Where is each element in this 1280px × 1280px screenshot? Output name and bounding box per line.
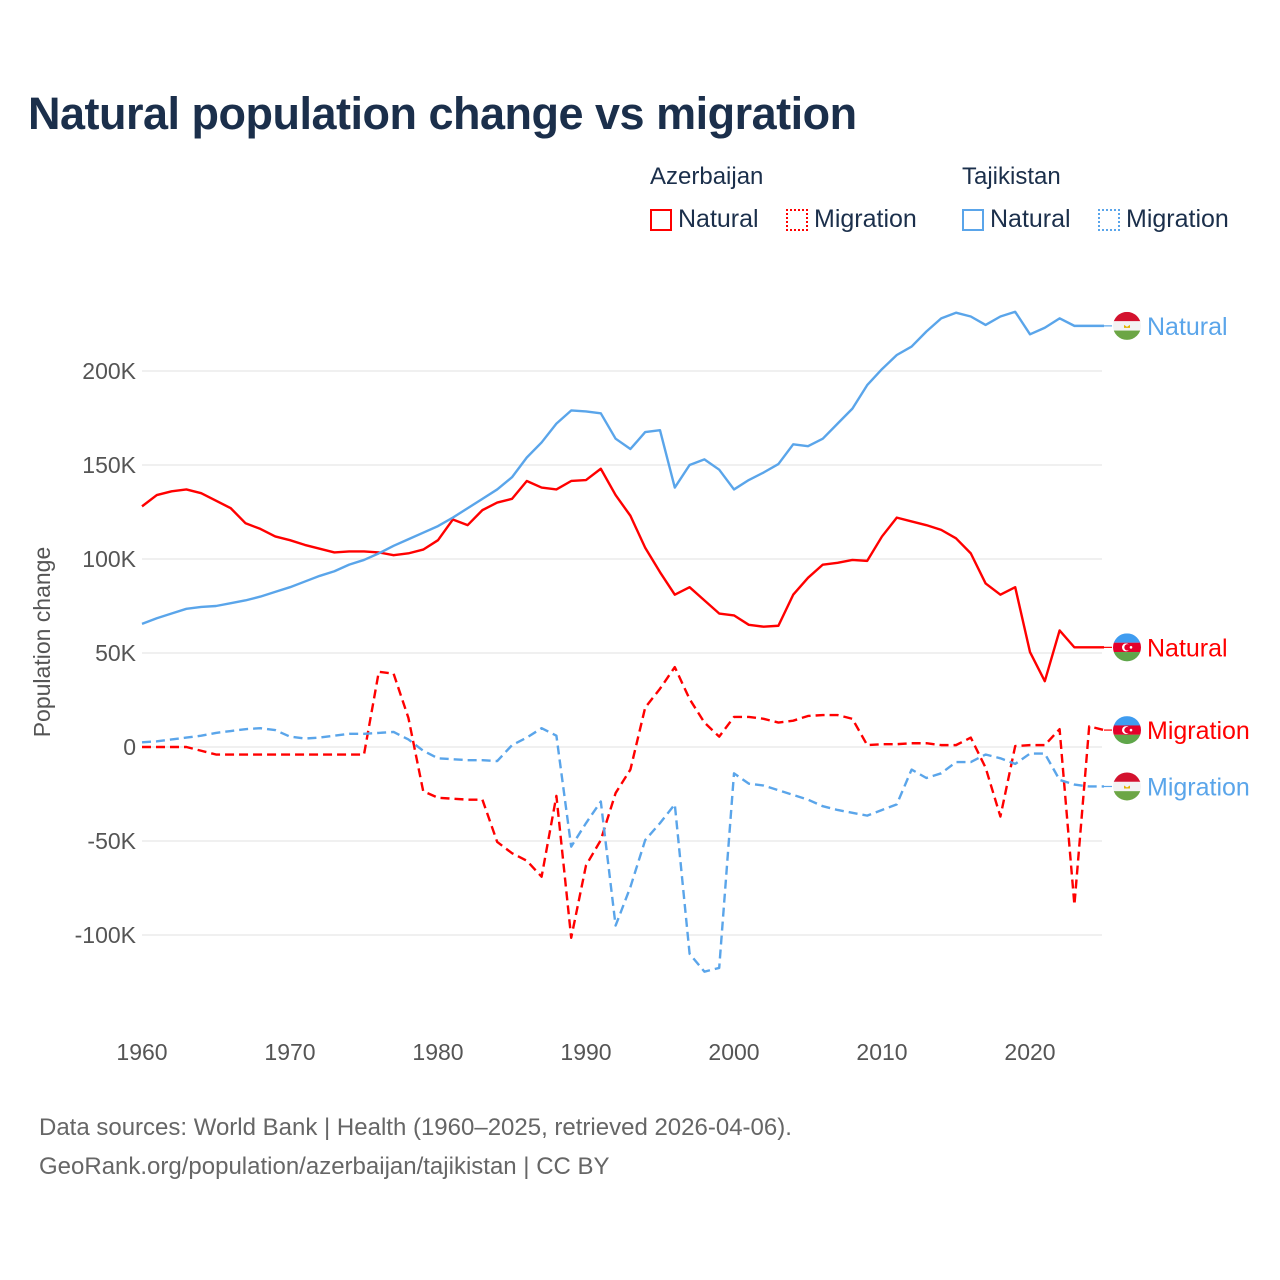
crescent-icon [1124, 644, 1131, 651]
end-label-azerbaijan-migration: Migration [1147, 717, 1250, 745]
flag-stripe [1113, 791, 1141, 801]
legend-label: Natural [678, 205, 759, 233]
end-label-tajikistan-migration: Migration [1147, 773, 1250, 801]
crescent-icon [1124, 726, 1131, 734]
x-tick-label: 2010 [856, 1039, 907, 1065]
y-tick-label: 200K [82, 358, 136, 384]
y-tick-label: 50K [95, 640, 137, 666]
end-label-azerbaijan-natural: Natural [1147, 634, 1228, 662]
end-label-tajikistan-natural: Natural [1147, 313, 1228, 341]
dotted-swatch-icon [786, 208, 808, 231]
y-tick-label: 150K [82, 452, 136, 478]
legend-label: Migration [814, 205, 917, 233]
series-line-tajikistan-natural [141, 310, 1104, 625]
data-source-note: Data sources: World Bank | Health (1960–… [39, 1114, 792, 1141]
tajikistan-flag-icon [1113, 772, 1141, 801]
dotted-swatch-icon [1098, 208, 1120, 231]
flag-stripe [1113, 311, 1141, 322]
chart-title: Natural population change vs migration [28, 88, 857, 139]
series-line-azerbaijan-natural [141, 467, 1104, 683]
solid-swatch-icon [962, 208, 984, 231]
x-tick-label: 1970 [264, 1039, 315, 1065]
legend-tajikistan-migration[interactable]: Migration [1098, 205, 1229, 234]
y-tick-label: 0 [123, 734, 136, 760]
crown-icon [1124, 785, 1130, 789]
azerbaijan-flag-icon [1113, 716, 1141, 745]
x-tick-label: 2020 [1004, 1039, 1055, 1065]
tajikistan-flag-icon [1113, 311, 1141, 340]
flag-stripe [1113, 781, 1141, 792]
azerbaijan-flag-icon [1113, 633, 1141, 662]
flag-stripe [1113, 734, 1141, 745]
legend-label: Migration [1126, 205, 1229, 233]
series-line-azerbaijan-migration [142, 665, 1105, 940]
star-icon [1129, 728, 1133, 732]
y-axis-label: Population change [29, 547, 55, 738]
x-tick-label: 1960 [116, 1039, 167, 1065]
footer: Data sources: World Bank | Health (1960–… [39, 1108, 792, 1186]
flag-stripe [1113, 321, 1141, 331]
flag-stripe [1113, 633, 1141, 643]
y-tick-label: 100K [82, 546, 136, 572]
legend-azerbaijan-natural[interactable]: Natural [650, 205, 759, 234]
star-icon [1129, 646, 1133, 649]
x-tick-label: 1990 [560, 1039, 611, 1065]
crown-icon [1124, 324, 1130, 328]
source-url[interactable]: GeoRank.org/population/azerbaijan/tajiki… [39, 1153, 610, 1180]
flag-stripe [1113, 652, 1141, 662]
x-tick-label: 1980 [412, 1039, 463, 1065]
y-tick-label: -50K [87, 828, 136, 854]
flag-stripe [1113, 330, 1141, 340]
legend-label: Natural [990, 205, 1071, 233]
y-tick-label: -100K [75, 922, 137, 948]
flag-stripe [1113, 716, 1141, 726]
solid-swatch-icon [650, 208, 672, 231]
legend-azerbaijan-migration[interactable]: Migration [786, 205, 917, 234]
x-tick-label: 2000 [708, 1039, 759, 1065]
flag-stripe [1113, 772, 1141, 782]
legend-tajikistan-natural[interactable]: Natural [962, 205, 1071, 234]
legend-group-tajikistan: Tajikistan [962, 163, 1061, 190]
series-line-tajikistan-migration [141, 727, 1104, 973]
legend-group-azerbaijan: Azerbaijan [650, 163, 764, 190]
